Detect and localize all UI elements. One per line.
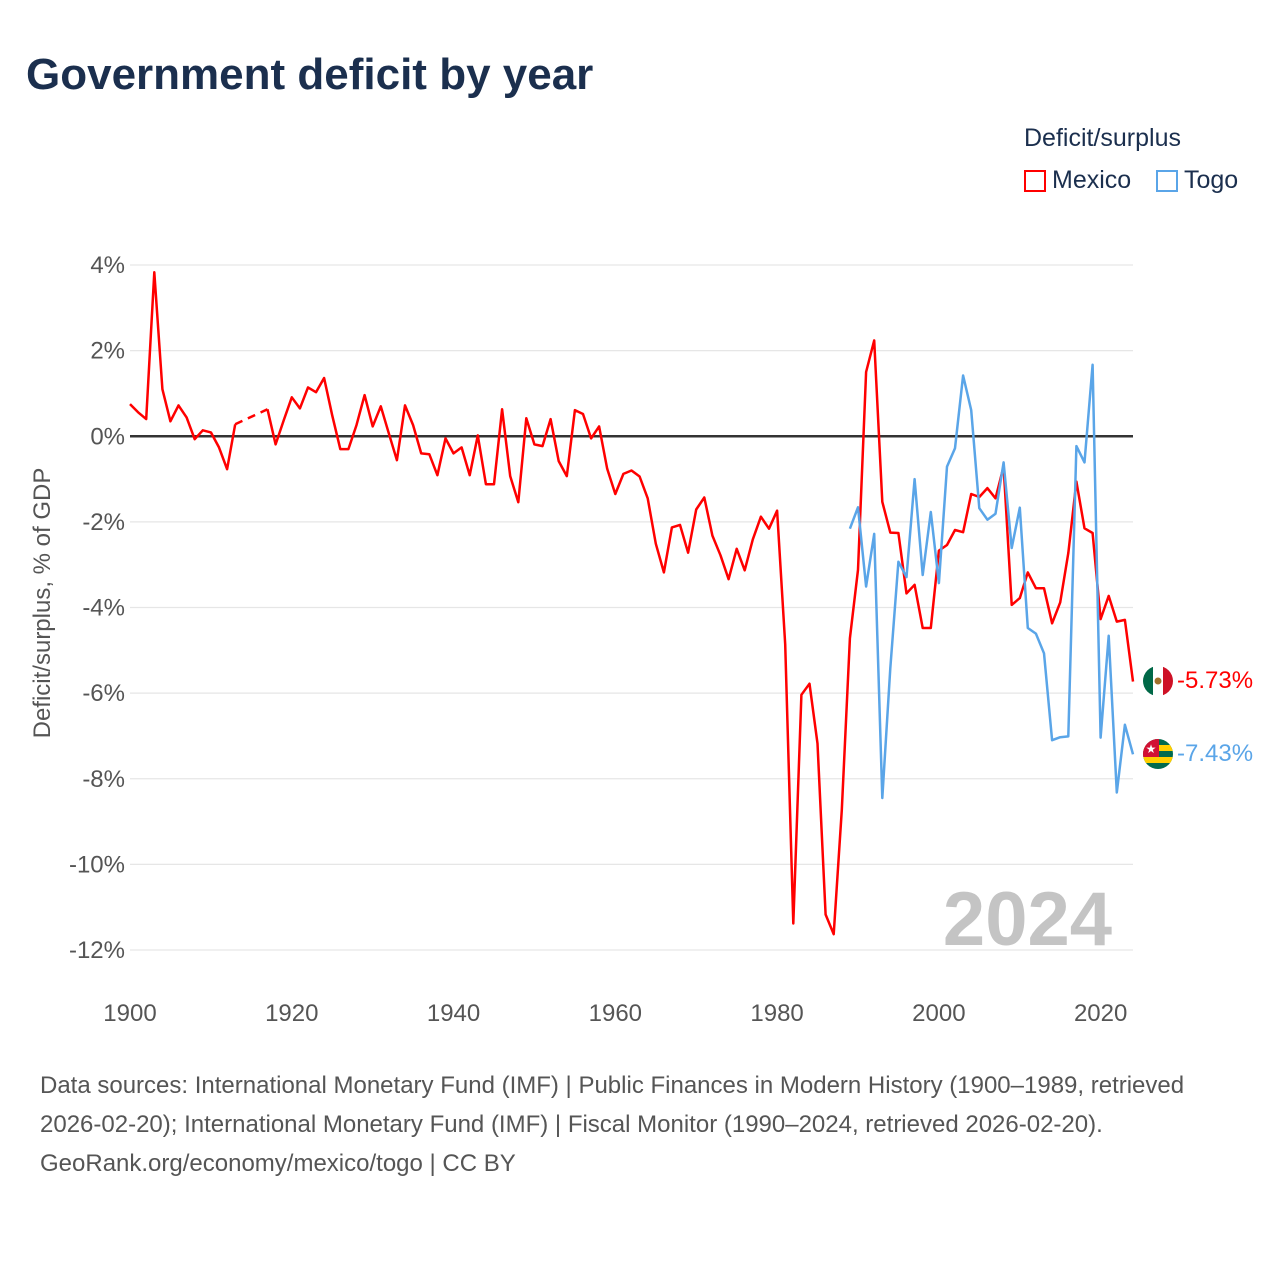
legend-swatch-mexico [1024,169,1046,192]
legend-label-mexico: Mexico [1052,166,1132,194]
plot-area: 4% 2% 0% -2% -4% -6% -8% -10% -12% 1900 1920 1940 19… [29,252,1253,1027]
y-tick-label: -4% [82,595,125,622]
legend-title: Deficit/surplus [1024,124,1181,152]
mexico-line [129,271,1135,936]
y-tick-label: -12% [69,937,125,964]
mexico-gap-segment [234,408,269,426]
x-tick-label: 1940 [427,1000,480,1027]
togo-series [848,363,1135,800]
legend-label-togo: Togo [1184,166,1239,194]
x-tick-label: 1920 [265,1000,318,1027]
legend-item-mexico[interactable]: Mexico [1024,166,1131,195]
x-tick-label: 1980 [750,1000,803,1027]
year-watermark: 2024 [943,877,1112,962]
mexico-flag-icon [1143,666,1173,696]
mexico-series [129,271,1135,936]
svg-text:★: ★ [1146,742,1157,756]
y-tick-label: -10% [69,851,125,878]
togo-end-label: -7.43% [1177,740,1253,767]
mexico-end-label: -5.73% [1177,667,1253,694]
y-tick-label: -6% [82,680,125,707]
x-tick-label: 1900 [103,1000,156,1027]
y-axis-label: Deficit/surplus, % of GDP [29,468,56,739]
x-tick-label: 1960 [589,1000,642,1027]
y-tick-label: -8% [82,766,125,793]
data-sources: Data sources: International Monetary Fun… [40,1072,1185,1138]
legend-item-togo[interactable]: Togo [1156,166,1238,195]
credit-link[interactable]: GeoRank.org/economy/mexico/togo | CC BY [40,1150,516,1177]
togo-flag-icon: ★ [1143,739,1173,769]
y-tick-label: 2% [90,338,125,365]
page-title: Government deficit by year [26,50,594,99]
legend-swatch-togo [1156,169,1178,192]
y-tick-label: 4% [90,252,125,279]
footer: Data sources: International Monetary Fun… [40,1066,1250,1183]
x-tick-label: 2000 [912,1000,965,1027]
y-tick-label: 0% [90,423,125,450]
x-tick-label: 2020 [1074,1000,1127,1027]
togo-line [848,363,1135,800]
y-tick-label: -2% [82,509,125,536]
